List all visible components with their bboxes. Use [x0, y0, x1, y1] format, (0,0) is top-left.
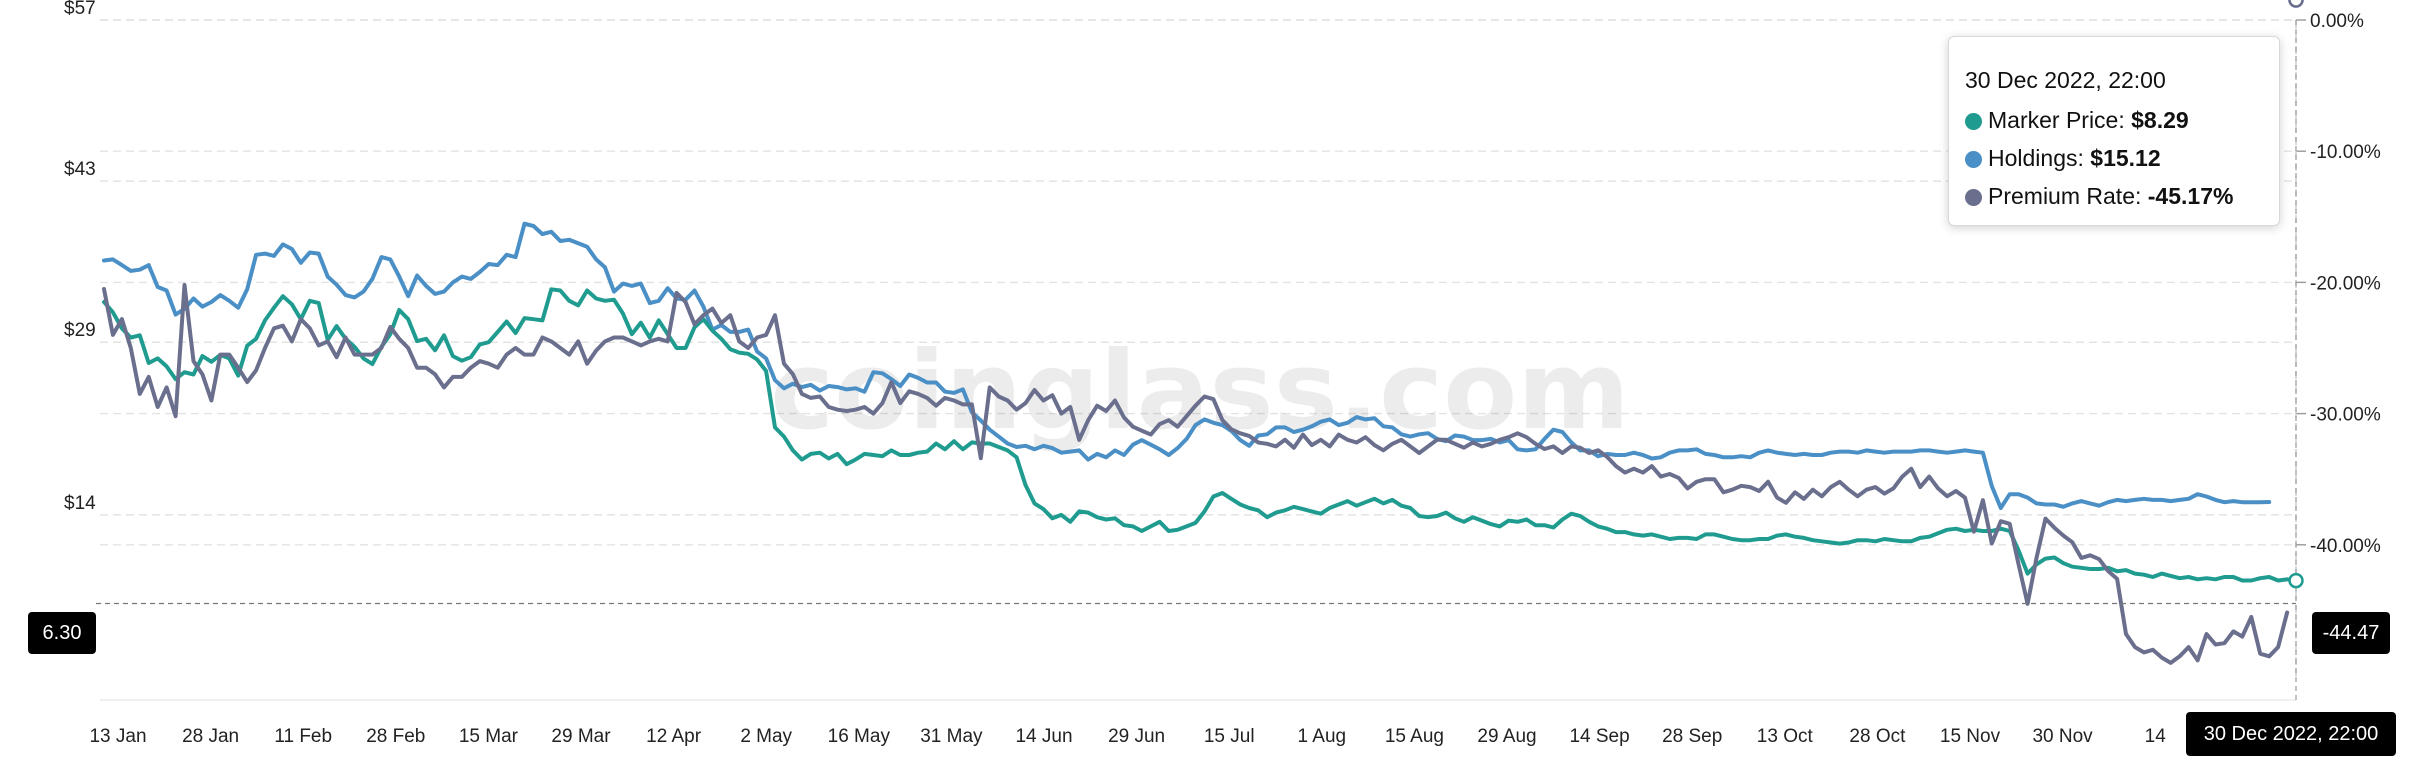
y-right-tick-label: -40.00% — [2310, 536, 2381, 557]
tooltip-value: $15.12 — [2090, 145, 2161, 171]
tooltip-label: Premium Rate: — [1988, 183, 2142, 209]
marker-price-dot-icon — [1965, 113, 1982, 130]
y-left-axis: $57 $43 $29 $14 — [64, 0, 96, 514]
x-tick-label: 15 Jul — [1204, 726, 1255, 747]
tooltip-row-marker-price: Marker Price: $8.29 — [1965, 101, 2263, 139]
tooltip-value: -45.17% — [2147, 183, 2234, 209]
x-tick-label: 11 Feb — [274, 726, 332, 747]
y-left-tick-label: $43 — [64, 159, 96, 180]
x-tick-label: 31 May — [920, 726, 983, 747]
x-tick-label: 28 Feb — [366, 726, 425, 747]
tooltip-row-premium-rate: Premium Rate: -45.17% — [1965, 177, 2263, 215]
crosshair-x-label: 30 Dec 2022, 22:00 — [2186, 712, 2396, 756]
tooltip-label: Holdings: — [1988, 145, 2084, 171]
marker-premium-rate — [2288, 0, 2304, 8]
x-tick-label: 14 Sep — [1569, 726, 1629, 747]
y-right-axis: 0.00% -10.00% -20.00% -30.00% -40.00% — [2295, 11, 2381, 676]
y-right-tick-label: -10.00% — [2310, 142, 2381, 163]
premium-rate-dot-icon — [1965, 189, 1982, 206]
grid-lines — [100, 19, 2296, 546]
y-right-tick-label: -30.00% — [2310, 405, 2381, 426]
holdings-dot-icon — [1965, 151, 1982, 168]
x-tick-label: 28 Oct — [1849, 726, 1906, 747]
x-tick-label: 28 Sep — [1662, 726, 1722, 747]
tooltip-label: Marker Price: — [1988, 107, 2125, 133]
x-tick-label: 12 Apr — [646, 726, 702, 747]
watermark: coinglass.com — [770, 329, 1630, 454]
x-tick-label: 2 May — [740, 726, 792, 747]
x-tick-label: 15 Mar — [459, 726, 519, 747]
x-tick-label: 29 Mar — [551, 726, 611, 747]
crosshair — [96, 20, 2297, 700]
tooltip-value: $8.29 — [2131, 107, 2189, 133]
marker-marker-price — [2288, 572, 2304, 589]
x-tick-label: 14 — [2145, 726, 2167, 747]
x-tick-label: 13 Jan — [89, 726, 146, 747]
tooltip-title: 30 Dec 2022, 22:00 — [1965, 67, 2166, 93]
y-right-tick-label: -20.00% — [2310, 273, 2381, 294]
y-right-tick-label: 0.00% — [2310, 11, 2364, 32]
x-axis: 13 Jan 28 Jan 11 Feb 28 Feb 15 Mar 29 Mar 12 A… — [89, 699, 2296, 747]
y-left-tick-label: $14 — [64, 493, 96, 514]
x-tick-label: 29 Jun — [1108, 726, 1165, 747]
series-line-premium-rate — [102, 283, 2290, 665]
x-tick-label: 30 Nov — [2032, 726, 2093, 747]
series-lines — [102, 221, 2298, 665]
x-tick-label: 28 Jan — [182, 726, 239, 747]
x-tick-label: 29 Aug — [1477, 726, 1536, 747]
x-tick-label: 14 Jun — [1015, 726, 1072, 747]
crosshair-y-right-label: -44.47 — [2312, 612, 2390, 654]
x-tick-label: 15 Aug — [1385, 726, 1444, 747]
x-tick-label: 1 Aug — [1297, 726, 1346, 747]
crosshair-y-left-label: 6.30 — [28, 612, 96, 654]
y-left-tick-label: $57 — [64, 0, 96, 19]
x-tick-label: 13 Oct — [1757, 726, 1814, 747]
tooltip: 30 Dec 2022, 22:00 Marker Price: $8.29 H… — [1948, 36, 2280, 226]
x-tick-label: 15 Nov — [1940, 726, 2001, 747]
tooltip-row-holdings: Holdings: $15.12 — [1965, 139, 2263, 177]
x-tick-label: 16 May — [828, 726, 891, 747]
series-line-marker-price — [102, 287, 2298, 583]
series-line-holdings — [102, 221, 2272, 510]
y-left-tick-label: $29 — [64, 320, 96, 341]
hover-markers — [2288, 0, 2304, 589]
